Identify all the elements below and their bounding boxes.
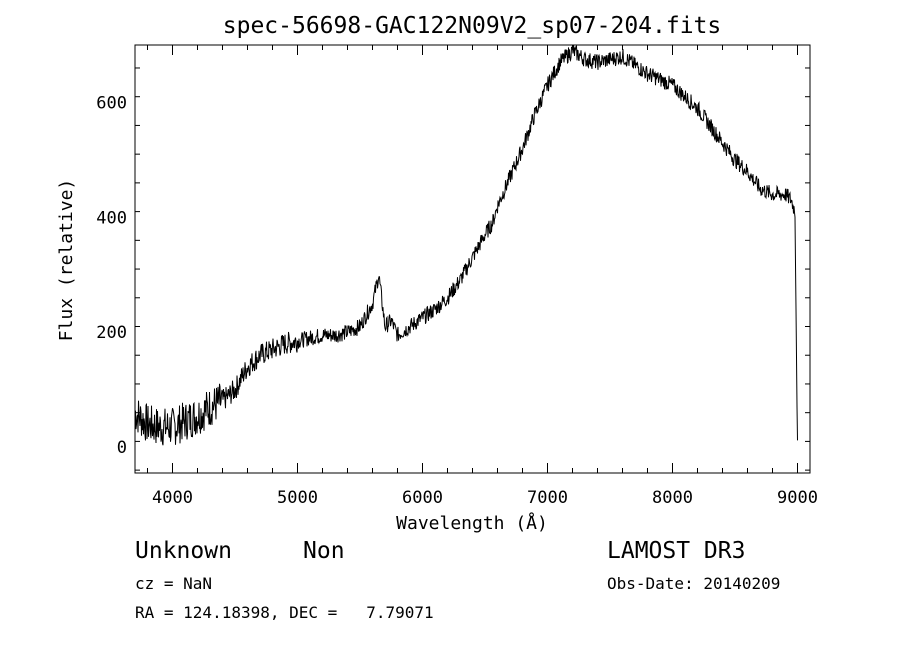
x-tick-label: 5000	[277, 488, 318, 508]
survey-name: LAMOST DR3	[607, 538, 746, 564]
observation-date: Obs-Date: 20140209	[607, 574, 781, 593]
x-axis-label: Wavelength (Å)	[396, 512, 548, 534]
y-axis-label: Flux (relative)	[56, 179, 77, 342]
tick-labels: 4000 5000 6000 7000 8000 9000 0 200 400 600	[96, 93, 818, 508]
plot-area	[134, 44, 811, 474]
y-tick-label: 600	[96, 93, 127, 113]
x-tick-label: 9000	[777, 488, 818, 508]
chart-title: spec-56698-GAC122N09V2_sp07-204.fits	[223, 13, 722, 39]
plot-frame	[134, 44, 811, 474]
x-tick-label: 7000	[527, 488, 568, 508]
x-tick-label: 8000	[652, 488, 693, 508]
spectrum-line	[135, 45, 798, 446]
y-tick-label: 400	[96, 208, 127, 228]
object-class: Unknown	[135, 538, 232, 564]
y-tick-label: 0	[117, 438, 127, 458]
x-tick-label: 4000	[152, 488, 193, 508]
object-subclass: Non	[303, 538, 345, 564]
x-tick-label: 6000	[402, 488, 443, 508]
redshift-cz: cz = NaN	[135, 574, 213, 593]
coordinates: RA = 124.18398, DEC = 7.79071	[135, 603, 434, 622]
axis-ticks	[135, 45, 810, 473]
y-tick-label: 200	[96, 323, 127, 343]
